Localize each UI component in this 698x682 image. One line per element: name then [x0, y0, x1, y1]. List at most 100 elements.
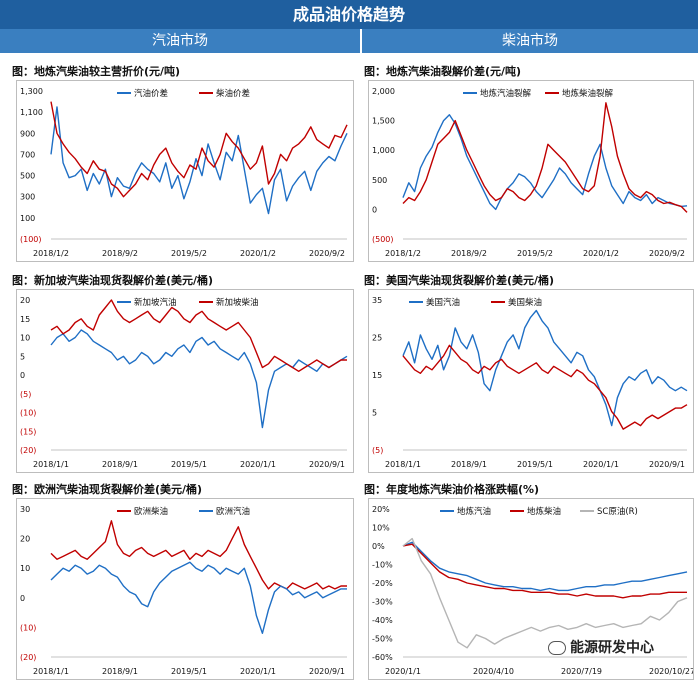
- y-tick-label: -50%: [372, 635, 393, 644]
- x-tick-label: 2020/1/1: [240, 667, 276, 676]
- x-tick-label: 2020/1/1: [385, 667, 421, 676]
- chart-us-crack-plot: 35 25 15 5 (5)2018/1/1 2018/9/1 2019/5/1 2020/1…: [372, 296, 688, 469]
- legend-label: 汽油价差: [134, 88, 168, 99]
- legend-label: 新加坡汽油: [134, 297, 177, 308]
- x-tick-label: 2020/9/1: [649, 460, 685, 469]
- series-line: [50, 329, 348, 429]
- legend-label: 地炼柴油: [527, 506, 561, 517]
- x-tick-label: 2020/1/2: [583, 249, 619, 258]
- y-tick-label: 2,000: [372, 87, 395, 96]
- chart-frame: 2,000 1,500 1,000 500 0 (500) 2018/1/2 2018/9/2…: [368, 80, 694, 262]
- chart-frame: 1,300 1,100 900 700 500 300 100 (100) 2018/1/2 20…: [16, 80, 354, 262]
- chart-frame: 20 15 10 5 0 (5) (10) (15) (20) 2018/1/1 2018/9/1 2…: [16, 289, 354, 473]
- chart-title: 图：欧洲汽柴油现货裂解价差(美元/桶): [12, 483, 203, 496]
- chart-local-crack-plot: 2,000 1,500 1,000 500 0 (500) 2018/1/2 2018/9/2…: [372, 87, 688, 258]
- series-line: [50, 299, 347, 373]
- chart-title: 图：年度地炼汽柴油价格涨跌幅(%): [364, 483, 540, 496]
- y-tick-label: 500: [372, 176, 387, 185]
- chart-title: 图：美国汽柴油现货裂解价差(美元/桶): [364, 274, 555, 287]
- chart-frame: 20% 10% 0% -10% -20% -30% -40% -50% -60% 2020/1/1…: [368, 498, 694, 680]
- series-line: [50, 101, 348, 198]
- y-tick-label: 900: [20, 129, 35, 138]
- y-tick-label: 1,000: [372, 146, 395, 155]
- legend-label: 欧洲汽油: [216, 506, 250, 517]
- x-tick-label: 2018/1/1: [385, 460, 421, 469]
- wechat-icon: [548, 641, 566, 655]
- x-tick-label: 2018/9/1: [451, 460, 487, 469]
- y-tick-label: 0: [20, 371, 25, 380]
- watermark-text: 能源研发中心: [570, 640, 654, 656]
- diesel-market-header: 柴油市场: [362, 29, 698, 53]
- y-tick-label: 0%: [372, 542, 385, 551]
- y-tick-label: (15): [20, 427, 36, 436]
- x-tick-label: 2018/9/1: [102, 667, 138, 676]
- series-line: [402, 114, 688, 211]
- series-line: [402, 541, 688, 592]
- legend-label: 新加坡柴油: [216, 297, 259, 308]
- x-tick-label: 2020/1/2: [240, 249, 276, 258]
- x-tick-label: 2019/5/1: [171, 460, 207, 469]
- y-tick-label: 1,300: [20, 87, 43, 96]
- y-tick-label: (10): [20, 623, 36, 632]
- x-tick-label: 2020/7/19: [561, 667, 602, 676]
- chart-annual-change-plot: 20% 10% 0% -10% -20% -30% -40% -50% -60% 2020/1/1…: [372, 505, 693, 676]
- y-tick-label: 20%: [372, 505, 390, 514]
- y-tick-label: (5): [20, 390, 31, 399]
- x-tick-label: 2020/1/1: [240, 460, 276, 469]
- legend-label: SC原油(R): [597, 506, 638, 517]
- series-line: [402, 344, 688, 430]
- y-tick-label: 1,500: [372, 117, 395, 126]
- legend-label: 地炼汽油裂解: [480, 88, 532, 99]
- y-tick-label: 30: [20, 505, 30, 514]
- y-tick-label: -60%: [372, 653, 393, 662]
- y-tick-label: 5: [372, 409, 377, 418]
- x-tick-label: 2018/9/2: [451, 249, 487, 258]
- legend-label: 欧洲柴油: [134, 506, 168, 517]
- x-tick-label: 2018/1/2: [33, 249, 69, 258]
- y-tick-label: (10): [20, 409, 36, 418]
- x-tick-label: 2019/5/1: [171, 667, 207, 676]
- y-tick-label: 300: [20, 193, 35, 202]
- x-tick-label: 2019/5/2: [171, 249, 207, 258]
- x-tick-label: 2018/1/1: [33, 460, 69, 469]
- x-tick-label: 2018/1/1: [33, 667, 69, 676]
- series-line: [402, 543, 687, 599]
- y-tick-label: -30%: [372, 598, 393, 607]
- x-tick-label: 2020/9/2: [649, 249, 685, 258]
- y-tick-label: -20%: [372, 579, 393, 588]
- y-tick-label: (20): [20, 446, 36, 455]
- series-line: [50, 520, 347, 590]
- legend-label: 地炼汽油: [457, 506, 491, 517]
- series-line: [50, 106, 348, 215]
- chart-frame: 30 20 10 0 (10) (20) 2018/1/1 2018/9/1 2019/5/1 2…: [16, 498, 354, 680]
- legend-label: 柴油价差: [216, 88, 250, 99]
- x-tick-label: 2020/9/2: [309, 249, 345, 258]
- page-title: 成品油价格趋势: [0, 0, 698, 29]
- x-tick-label: 2018/9/2: [102, 249, 138, 258]
- y-tick-label: 0: [20, 594, 25, 603]
- y-tick-label: 5: [20, 352, 25, 361]
- x-tick-label: 2019/5/1: [517, 460, 553, 469]
- legend-label: 美国汽油: [426, 297, 460, 308]
- chart-local-diff-plot: 1,300 1,100 900 700 500 300 100 (100) 2018/1/2 20…: [20, 87, 348, 258]
- y-tick-label: 10%: [372, 524, 390, 533]
- y-tick-label: 1,100: [20, 108, 43, 117]
- y-tick-label: (5): [372, 446, 383, 455]
- series-line: [50, 561, 347, 635]
- series-line: [402, 537, 688, 649]
- chart-title: 图：地炼汽柴油裂解价差(元/吨): [364, 65, 522, 78]
- x-tick-label: 2020/1/1: [583, 460, 619, 469]
- y-tick-label: 0: [372, 205, 377, 214]
- y-tick-label: 15: [20, 315, 30, 324]
- y-tick-label: 10: [20, 564, 30, 573]
- watermark: 能源研发中心: [548, 637, 654, 657]
- x-tick-label: 2020/4/10: [473, 667, 514, 676]
- chart-frame: 35 25 15 5 (5) 2018/1/1 2018/9/1 2019/5/1 2020/1…: [368, 289, 694, 473]
- chart-title: 图：新加坡汽柴油现货裂解价差(美元/桶): [12, 274, 214, 287]
- y-tick-label: 15: [372, 371, 382, 380]
- legend-label: 地炼柴油裂解: [562, 88, 614, 99]
- chart-singapore-crack-plot: 20 15 10 5 0 (5) (10) (15) (20) 2018/1/1 2018/9/1 2…: [20, 296, 348, 469]
- x-tick-label: 2020/10/27: [649, 667, 693, 676]
- chart-europe-crack-plot: 30 20 10 0 (10) (20) 2018/1/1 2018/9/1 2019/5/1 2…: [20, 505, 347, 676]
- series-line: [402, 309, 688, 427]
